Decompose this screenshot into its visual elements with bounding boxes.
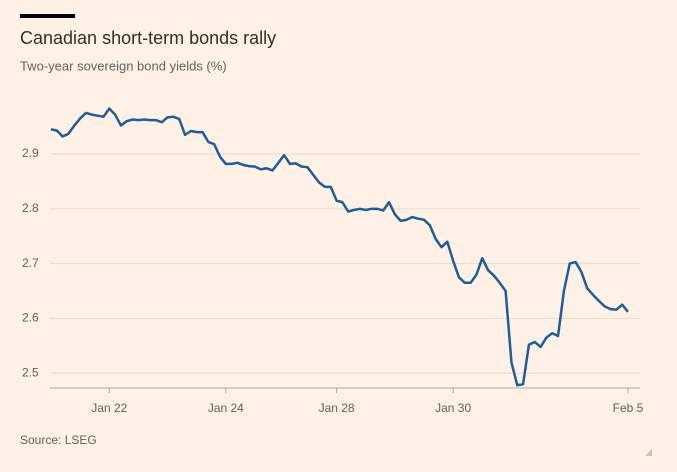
x-tick-label: Feb 5 — [613, 401, 644, 415]
corner-mark — [645, 449, 652, 456]
y-tick-label: 2.6 — [22, 311, 39, 325]
y-tick-label: 2.9 — [22, 146, 39, 160]
chart-subtitle: Two-year sovereign bond yields (%) — [20, 58, 227, 73]
chart-title: Canadian short-term bonds rally — [20, 28, 276, 48]
y-tick-label: 2.7 — [22, 256, 39, 270]
y-tick-label: 2.5 — [22, 365, 39, 379]
line-series — [50, 107, 629, 387]
x-tick-label: Jan 28 — [319, 401, 355, 415]
x-tick-label: Jan 24 — [208, 401, 244, 415]
source: Source: LSEG — [20, 433, 97, 447]
x-tick-label: Jan 22 — [91, 401, 127, 415]
ft-bar — [20, 14, 75, 18]
x-tick-label: Jan 30 — [435, 401, 471, 415]
y-tick-label: 2.8 — [22, 201, 39, 215]
